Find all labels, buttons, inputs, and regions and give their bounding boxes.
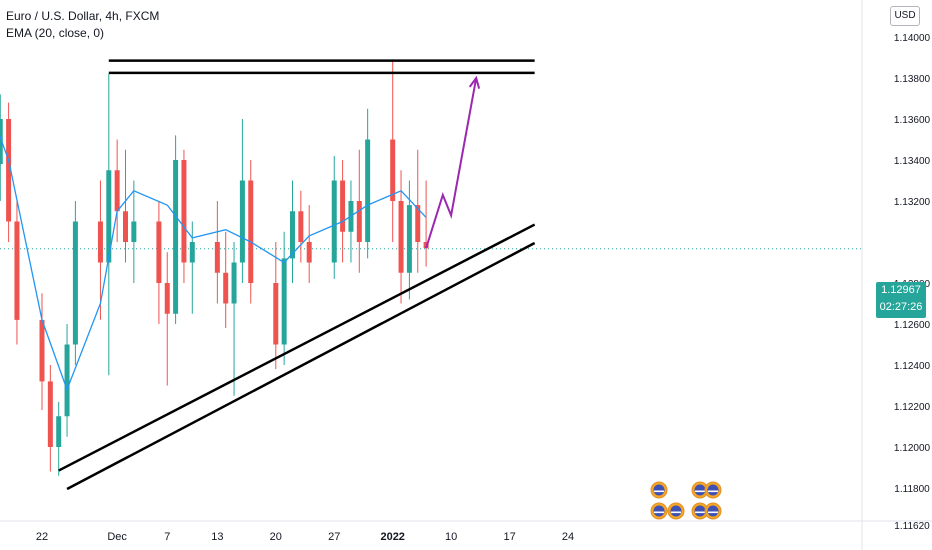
event-flag-icon bbox=[670, 505, 682, 517]
candle-body bbox=[123, 211, 128, 242]
candle-body bbox=[72, 221, 78, 345]
x-tick-label: 7 bbox=[164, 531, 170, 543]
candle-body bbox=[173, 160, 179, 314]
y-tick-label: 1.11800 bbox=[894, 484, 930, 495]
event-flag-stripe bbox=[708, 511, 718, 514]
candle-body bbox=[340, 180, 346, 232]
support-trendline bbox=[66, 241, 536, 491]
y-tick-label: 1.12600 bbox=[894, 320, 931, 331]
candle-body bbox=[47, 381, 53, 447]
y-tick-label: 1.12000 bbox=[894, 443, 931, 454]
candle-body bbox=[106, 170, 112, 263]
candle-body bbox=[290, 211, 295, 259]
candle-body bbox=[331, 180, 337, 263]
candle-body bbox=[214, 242, 220, 273]
indicator-label[interactable]: EMA (20, close, 0) bbox=[6, 26, 105, 40]
event-flag-icon bbox=[707, 505, 719, 517]
candles-group bbox=[0, 61, 429, 476]
candle-body bbox=[181, 160, 187, 263]
candle-body bbox=[231, 262, 237, 304]
event-flag-stripe bbox=[695, 511, 705, 514]
candle-body bbox=[398, 201, 404, 273]
bar-countdown: 02:27:26 bbox=[879, 301, 923, 313]
currency-button[interactable]: USD bbox=[890, 6, 920, 26]
candle-body bbox=[239, 180, 245, 263]
x-tick-label: 27 bbox=[328, 531, 340, 543]
candle-body bbox=[164, 283, 170, 314]
x-tick-label: 2022 bbox=[380, 531, 404, 543]
event-flag-icon bbox=[653, 484, 665, 496]
last-price-value: 1.12967 bbox=[881, 284, 921, 296]
y-tick-label: 1.11620 bbox=[894, 521, 930, 532]
x-tick-label: 22 bbox=[36, 531, 48, 543]
economic-event-icon[interactable] bbox=[704, 481, 722, 499]
candle-body bbox=[248, 180, 254, 283]
projection-arrow bbox=[425, 77, 478, 249]
x-tick-label: Dec bbox=[107, 531, 127, 543]
candle-body bbox=[114, 170, 120, 212]
y-tick-label: 1.13800 bbox=[894, 74, 931, 85]
candle-body bbox=[273, 283, 279, 345]
candle-body bbox=[390, 139, 396, 201]
candle-body bbox=[365, 139, 371, 242]
candle-body bbox=[97, 221, 103, 263]
x-tick-label: 10 bbox=[445, 531, 457, 543]
candle-body bbox=[6, 119, 12, 222]
y-tick-label: 1.13400 bbox=[894, 156, 931, 167]
event-flag-icon bbox=[694, 484, 706, 496]
projection-arrow-head bbox=[468, 75, 481, 89]
candle-body bbox=[64, 344, 70, 417]
y-tick-label: 1.14000 bbox=[894, 33, 931, 44]
candle-body bbox=[406, 205, 412, 273]
event-flag-icon bbox=[653, 505, 665, 517]
economic-event-icon[interactable] bbox=[650, 481, 668, 499]
event-flag-icon bbox=[707, 484, 719, 496]
candle-body bbox=[131, 221, 137, 242]
symbol-title[interactable]: Euro / U.S. Dollar, 4h, FXCM bbox=[6, 9, 160, 23]
candle-body bbox=[56, 416, 62, 447]
event-flag-icon bbox=[694, 505, 706, 517]
y-tick-label: 1.13600 bbox=[894, 115, 931, 126]
y-tick-label: 1.13200 bbox=[894, 197, 931, 208]
economic-event-icon[interactable] bbox=[667, 502, 685, 520]
candle-body bbox=[14, 221, 20, 320]
economic-event-icon[interactable] bbox=[691, 481, 709, 499]
candle-body bbox=[306, 242, 312, 263]
candle-body bbox=[298, 211, 304, 242]
x-tick-label: 24 bbox=[562, 531, 574, 543]
candle-body bbox=[189, 242, 195, 263]
x-tick-label: 13 bbox=[211, 531, 223, 543]
candle-body bbox=[39, 319, 45, 382]
candle-body bbox=[156, 221, 162, 283]
x-tick-label: 20 bbox=[270, 531, 282, 543]
last-price-label: 1.12967 02:27:26 bbox=[876, 282, 926, 318]
candle-body bbox=[281, 258, 287, 345]
y-tick-label: 1.12400 bbox=[894, 361, 931, 372]
support-trendline bbox=[58, 223, 536, 472]
event-flag-stripe bbox=[654, 490, 664, 493]
chart-legend: Euro / U.S. Dollar, 4h, FXCM EMA (20, cl… bbox=[6, 8, 159, 42]
event-flag-stripe bbox=[654, 511, 664, 514]
ema-line bbox=[0, 134, 427, 392]
economic-event-icon[interactable] bbox=[704, 502, 722, 520]
y-tick-label: 1.14200 bbox=[894, 0, 931, 3]
event-flag-stripe bbox=[708, 490, 718, 493]
event-flag-stripe bbox=[671, 511, 681, 514]
event-flag-stripe bbox=[695, 490, 705, 493]
economic-event-icon[interactable] bbox=[650, 502, 668, 520]
candle-body bbox=[415, 205, 421, 242]
candle-body bbox=[356, 201, 362, 242]
x-tick-label: 17 bbox=[503, 531, 515, 543]
candle-body bbox=[223, 272, 229, 304]
y-tick-label: 1.12200 bbox=[894, 402, 931, 413]
